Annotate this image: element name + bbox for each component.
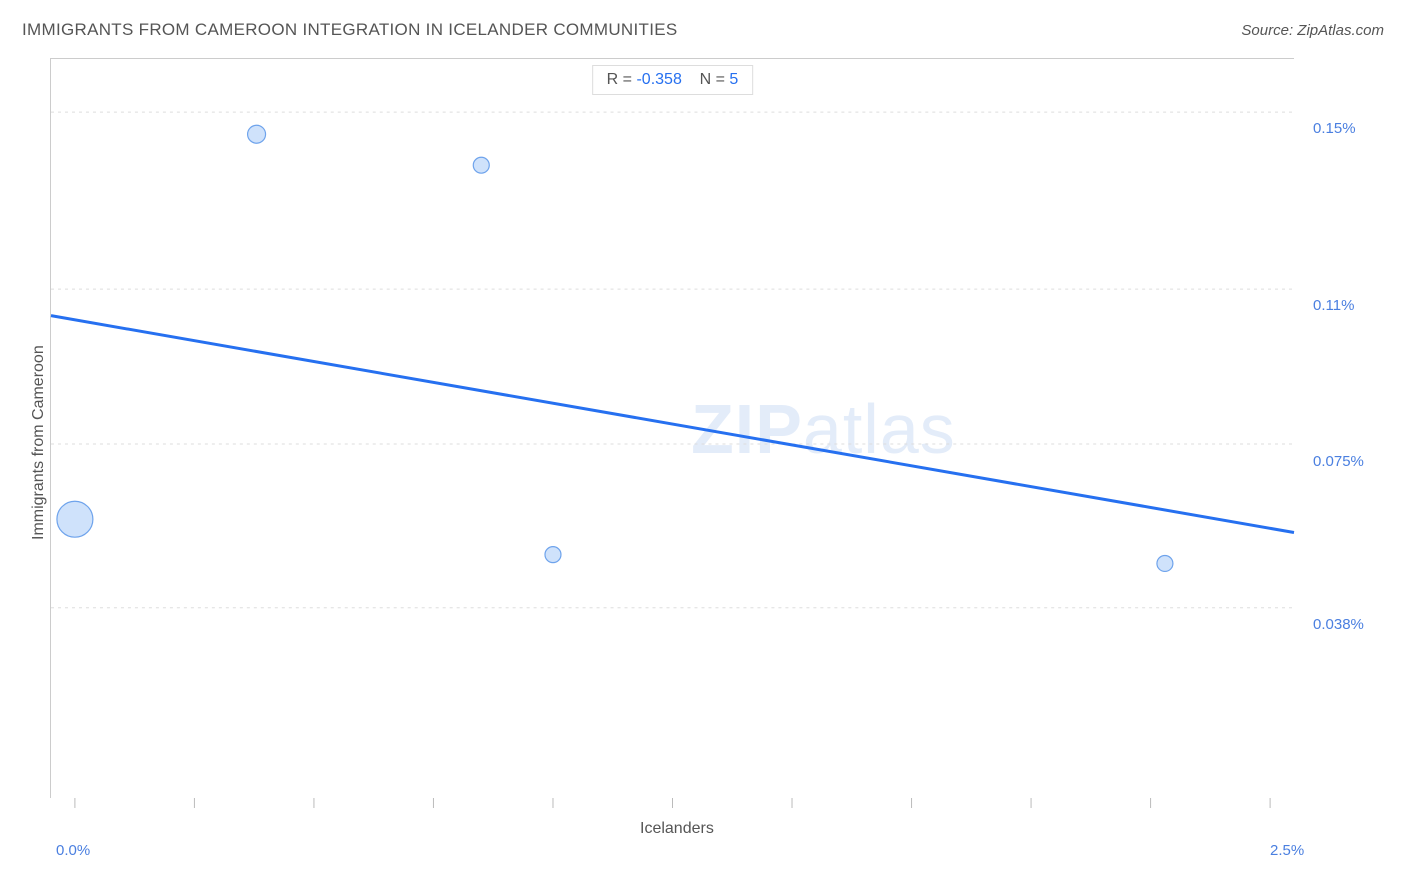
n-value: 5 <box>729 71 738 88</box>
y-axis-label: Immigrants from Cameroon <box>30 345 48 540</box>
source-prefix: Source: <box>1241 22 1297 39</box>
scatter-svg <box>51 59 1294 798</box>
r-label: R = <box>607 71 637 88</box>
x-min-label: 0.0% <box>56 842 90 859</box>
chart-header: IMMIGRANTS FROM CAMEROON INTEGRATION IN … <box>22 20 1384 40</box>
chart-plot-area: ZIPatlas R = -0.358 N = 5 0.15%0.11%0.07… <box>50 58 1294 798</box>
n-label: N = <box>700 71 730 88</box>
x-axis-label: Icelanders <box>640 820 714 838</box>
data-point <box>57 501 93 537</box>
gridlines-group <box>51 112 1294 608</box>
y-tick-label: 0.038% <box>1313 616 1364 633</box>
data-point <box>545 547 561 563</box>
y-tick-label: 0.11% <box>1313 297 1354 314</box>
data-point <box>248 125 266 143</box>
stats-box: R = -0.358 N = 5 <box>592 65 754 95</box>
points-group <box>57 125 1173 571</box>
y-tick-label: 0.15% <box>1313 120 1356 137</box>
source-attribution: Source: ZipAtlas.com <box>1241 22 1384 39</box>
x-ticks-group <box>75 798 1270 808</box>
data-point <box>473 157 489 173</box>
trend-line <box>51 316 1294 533</box>
data-point <box>1157 555 1173 571</box>
y-tick-label: 0.075% <box>1313 453 1364 470</box>
source-name: ZipAtlas.com <box>1297 22 1384 39</box>
r-value: -0.358 <box>636 71 681 88</box>
chart-title: IMMIGRANTS FROM CAMEROON INTEGRATION IN … <box>22 20 678 40</box>
x-max-label: 2.5% <box>1270 842 1304 859</box>
